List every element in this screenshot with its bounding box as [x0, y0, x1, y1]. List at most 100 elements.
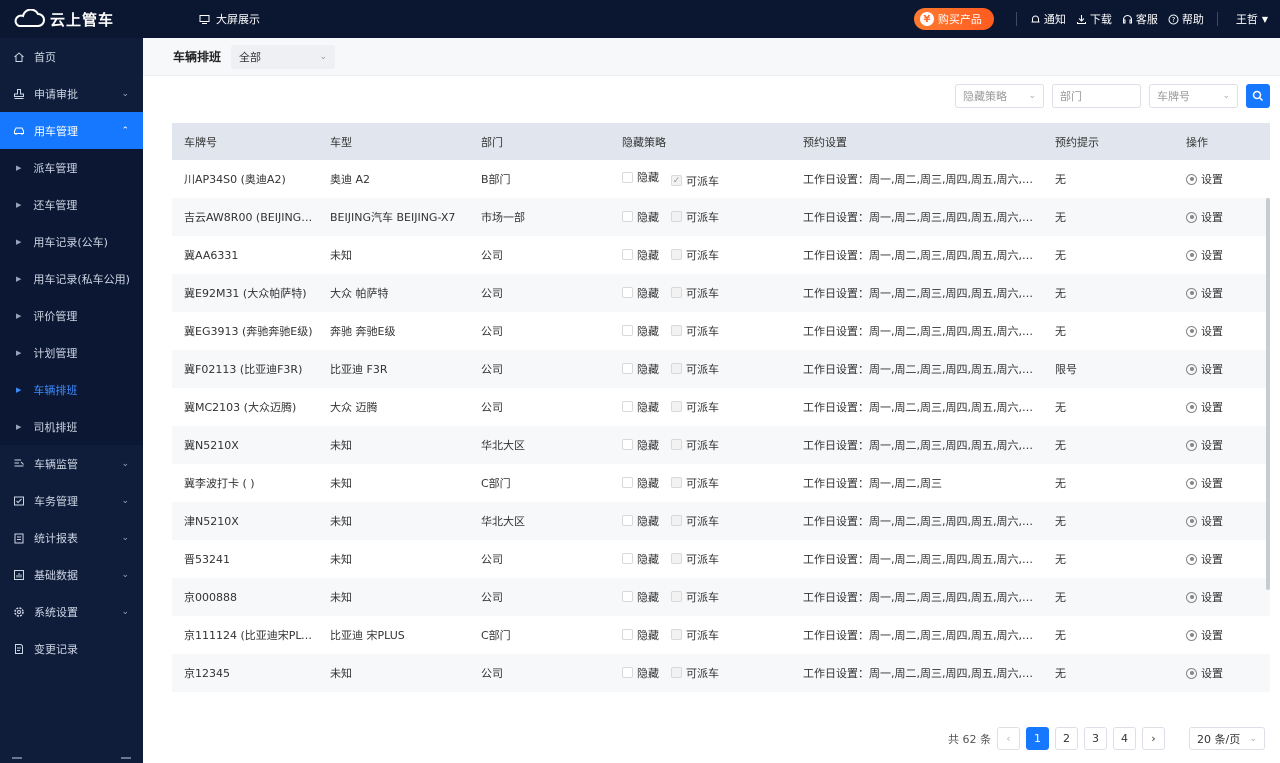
- setting-button[interactable]: 设置: [1186, 209, 1223, 225]
- user-menu[interactable]: 王哲 ▼: [1236, 11, 1268, 27]
- hide-label: 隐藏: [637, 171, 659, 185]
- hide-checkbox[interactable]: 隐藏: [622, 475, 659, 491]
- sidebar-item-affairs[interactable]: 车务管理 ⌄: [0, 482, 143, 519]
- setting-button[interactable]: 设置: [1186, 589, 1223, 605]
- dispatch-checkbox[interactable]: 可派车: [671, 209, 719, 225]
- cell-action: 设置: [1174, 399, 1270, 415]
- page-button-4[interactable]: 4: [1113, 727, 1136, 750]
- strategy-placeholder: 隐藏策略: [963, 90, 1007, 103]
- search-button[interactable]: [1246, 84, 1270, 108]
- dispatch-checkbox[interactable]: 可派车: [671, 513, 719, 529]
- sidebar-subitem-dispatch[interactable]: ▶ 派车管理: [0, 149, 143, 186]
- sidebar-item-approval[interactable]: 申请审批 ⌄: [0, 75, 143, 112]
- sidebar-subitem-vehicle-schedule[interactable]: ▶ 车辆排班: [0, 371, 143, 408]
- plate-select[interactable]: 车牌号 ⌄: [1149, 84, 1238, 108]
- setting-button[interactable]: 设置: [1186, 247, 1223, 263]
- setting-button[interactable]: 设置: [1186, 551, 1223, 567]
- scope-select[interactable]: 全部 ⌄: [231, 44, 336, 69]
- chevron-down-icon: ⌄: [1222, 91, 1230, 101]
- sidebar-subitem-return[interactable]: ▶ 还车管理: [0, 186, 143, 223]
- hide-checkbox[interactable]: 隐藏: [622, 627, 659, 643]
- setting-button[interactable]: 设置: [1186, 361, 1223, 377]
- sidebar-item-settings[interactable]: 系统设置 ⌄: [0, 593, 143, 630]
- hide-checkbox[interactable]: 隐藏: [622, 209, 659, 225]
- chevron-down-icon: ⌄: [121, 532, 129, 543]
- checkbox-box: [671, 591, 682, 603]
- sidebar-item-basic-data[interactable]: 基础数据 ⌄: [0, 556, 143, 593]
- hide-checkbox[interactable]: 隐藏: [622, 361, 659, 377]
- dispatch-checkbox[interactable]: 可派车: [671, 399, 719, 415]
- sidebar-subitem-plan[interactable]: ▶ 计划管理: [0, 334, 143, 371]
- sidebar-subitem-evaluation[interactable]: ▶ 评价管理: [0, 297, 143, 334]
- setting-button[interactable]: 设置: [1186, 437, 1223, 453]
- help-link[interactable]: ? 帮助: [1168, 11, 1204, 27]
- cell-booking-setting: 工作日设置：周一,周二,周三,周四,周五,周六,周日: [803, 515, 1043, 528]
- hide-checkbox[interactable]: 隐藏: [622, 323, 659, 339]
- setting-button[interactable]: 设置: [1186, 399, 1223, 415]
- hide-checkbox[interactable]: 隐藏: [622, 665, 659, 681]
- hide-checkbox[interactable]: 隐藏: [622, 285, 659, 301]
- sidebar-item-monitor[interactable]: 车辆监管 ⌄: [0, 445, 143, 482]
- big-screen-link[interactable]: 大屏展示: [199, 11, 260, 27]
- dispatch-checkbox[interactable]: 可派车: [671, 665, 719, 681]
- setting-button[interactable]: 设置: [1186, 627, 1223, 643]
- hide-checkbox[interactable]: 隐藏: [622, 551, 659, 567]
- setting-button[interactable]: 设置: [1186, 475, 1223, 491]
- dispatch-checkbox[interactable]: 可派车: [671, 361, 719, 377]
- buy-product-button[interactable]: ¥ 购买产品: [913, 8, 994, 30]
- hide-label: 隐藏: [637, 362, 659, 376]
- next-page-button[interactable]: ›: [1142, 727, 1165, 750]
- chevron-down-icon: ⌄: [121, 606, 129, 617]
- sidebar-item-changelog[interactable]: 变更记录: [0, 630, 143, 667]
- hide-checkbox[interactable]: 隐藏: [622, 399, 659, 415]
- cell-booking-tip: 无: [1055, 439, 1066, 452]
- strategy-select[interactable]: 隐藏策略 ⌄: [955, 84, 1044, 108]
- download-link[interactable]: 下载: [1076, 11, 1112, 27]
- dept-input[interactable]: 部门: [1052, 84, 1141, 108]
- hide-checkbox[interactable]: 隐藏: [622, 437, 659, 453]
- setting-button[interactable]: 设置: [1186, 323, 1223, 339]
- sidebar-item-report[interactable]: 统计报表 ⌄: [0, 519, 143, 556]
- sidebar-item-label: 车辆监管: [34, 457, 78, 471]
- cell-hide-strategy: 隐藏 可派车: [610, 399, 791, 416]
- setting-button[interactable]: 设置: [1186, 285, 1223, 301]
- sidebar-subitem-driver-schedule[interactable]: ▶ 司机排班: [0, 408, 143, 445]
- page-button-3[interactable]: 3: [1084, 727, 1107, 750]
- hide-label: 隐藏: [637, 590, 659, 604]
- hide-checkbox[interactable]: 隐藏: [622, 589, 659, 605]
- cell-dept: 公司: [481, 553, 503, 566]
- page-button-1[interactable]: 1: [1026, 727, 1049, 750]
- sidebar-collapse-handle[interactable]: [0, 757, 143, 763]
- notice-label: 通知: [1043, 13, 1066, 26]
- dispatch-checkbox[interactable]: 可派车: [671, 285, 719, 301]
- dispatch-checkbox[interactable]: 可派车: [671, 323, 719, 339]
- dispatch-label: 可派车: [686, 628, 719, 642]
- notice-link[interactable]: 通知: [1030, 11, 1066, 27]
- dispatch-checkbox[interactable]: 可派车: [671, 551, 719, 567]
- hide-checkbox[interactable]: 隐藏: [622, 247, 659, 263]
- sidebar-item-home[interactable]: 首页: [0, 38, 143, 75]
- service-link[interactable]: 客服: [1122, 11, 1158, 27]
- page-button-2[interactable]: 2: [1055, 727, 1078, 750]
- dispatch-checkbox[interactable]: 可派车: [671, 247, 719, 263]
- svg-text:?: ?: [1171, 16, 1175, 24]
- hide-checkbox[interactable]: 隐藏: [622, 513, 659, 529]
- prev-page-button[interactable]: ‹: [997, 727, 1020, 750]
- page-size-select[interactable]: 20 条/页 ⌄: [1189, 727, 1265, 750]
- setting-button[interactable]: 设置: [1186, 171, 1223, 187]
- gear-icon: [1186, 667, 1197, 679]
- setting-button[interactable]: 设置: [1186, 665, 1223, 681]
- sidebar-subitem-record-private[interactable]: ▶ 用车记录(私车公用): [0, 260, 143, 297]
- setting-button[interactable]: 设置: [1186, 513, 1223, 529]
- dispatch-checkbox[interactable]: 可派车: [671, 437, 719, 453]
- sidebar-item-vehicle-use[interactable]: 用车管理 ⌃: [0, 112, 143, 149]
- dispatch-checkbox[interactable]: 可派车: [671, 589, 719, 605]
- brand-logo[interactable]: 云上管车: [0, 9, 143, 30]
- dispatch-checkbox[interactable]: ✓ 可派车: [671, 173, 719, 189]
- dispatch-checkbox[interactable]: 可派车: [671, 627, 719, 643]
- sidebar-subitem-record-public[interactable]: ▶ 用车记录(公车): [0, 223, 143, 260]
- table-scrollbar[interactable]: [1266, 198, 1270, 590]
- cell-plate: 京111124 (比亚迪宋PLUS): [184, 629, 318, 642]
- hide-checkbox[interactable]: 隐藏: [622, 169, 659, 185]
- dispatch-checkbox[interactable]: 可派车: [671, 475, 719, 491]
